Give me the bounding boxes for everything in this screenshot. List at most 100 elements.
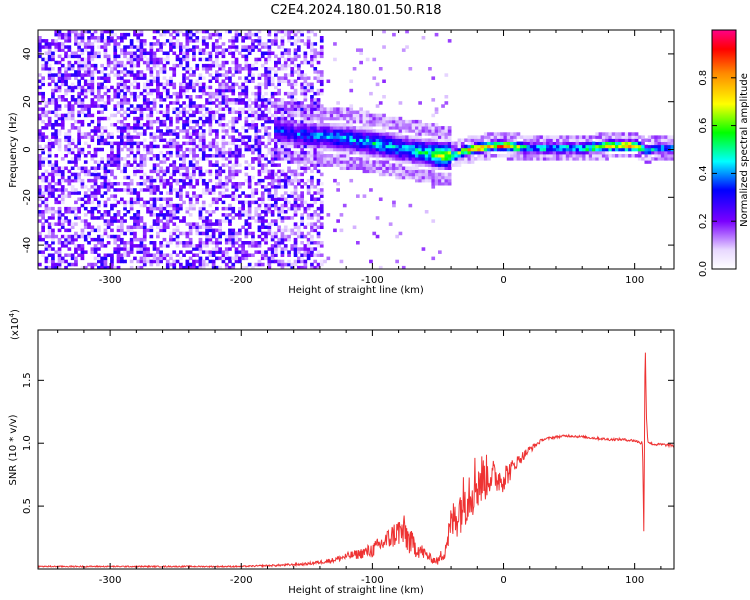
spectrogram-cell [156,259,160,264]
spectrogram-cell [313,123,318,127]
spectrogram-cell [116,259,121,264]
spectrogram-cell [205,98,209,102]
spectrogram-cell [605,141,609,146]
spectrogram-cell [162,213,167,217]
spectrogram-cell [201,57,206,62]
spectrogram-cell [162,85,167,90]
spectrogram-cell [116,225,121,230]
spectrogram-cell [126,253,131,258]
spectrogram-cell [47,57,52,62]
spectrogram-cell [480,147,485,152]
spectrogram-cell [356,116,360,121]
spectrogram-cell [238,154,242,158]
spectrogram-cell [254,157,259,161]
spectrogram-cell [188,213,193,217]
spectrogram-cell [231,210,236,214]
spectrogram-cell [93,150,98,155]
spectrogram-cell [264,250,268,254]
spectrogram-cell [165,210,170,214]
spectrogram-cell [506,154,511,158]
spectrogram-cell [251,265,255,269]
spectrogram-cell [201,157,206,161]
spectrogram-cell [172,36,177,40]
spectrogram-cell [159,60,163,65]
spectrogram-cell [293,30,298,34]
spectrogram-cell [300,104,304,108]
spectrogram-cell [313,225,318,230]
spectrogram-cell [54,154,59,158]
spectrogram-cell [438,157,442,161]
spectrogram-cell [257,91,262,96]
spectrogram-cell [510,141,514,146]
spectrogram-cell [438,144,442,149]
spectrogram-cell [77,95,81,99]
spectrogram-cell [260,63,265,68]
spectrogram-cell [38,107,42,111]
spectrogram-cell [228,147,232,152]
spectrogram-cell [342,110,347,115]
spectrogram-cell [142,262,147,267]
spectrogram-cell [356,241,360,245]
spectrogram-cell [339,147,344,152]
spectrogram-cell [264,51,268,56]
spectrogram-cell [444,182,449,186]
spectrogram-cell [300,132,304,136]
spectrogram-cell [103,30,108,34]
spectrogram-cell [313,113,318,118]
spectrogram-cell [113,241,118,245]
spectrogram-cell [201,132,206,136]
spectrogram-cell [251,231,255,236]
spectrogram-cell [64,79,68,84]
spectrogram-cell [424,178,429,183]
spectrogram-cell [375,154,380,158]
spectrogram-cell [156,63,160,68]
spectrogram-cell [306,36,311,40]
spectrogram-cell [238,135,242,139]
spectrogram-cell [169,39,173,43]
spectrogram-cell [319,135,324,139]
spectrogram-cell [38,219,42,223]
spectrogram-cell [192,247,196,251]
spectrogram-cell [165,182,170,186]
spectrogram-cell [57,222,62,226]
spectrogram-cell [329,116,334,121]
spectrogram-cell [241,244,245,248]
spectrogram-cell [179,91,183,96]
spectrogram-cell [234,98,239,102]
spectrogram-cell [497,147,501,152]
spectrogram-cell [159,104,163,108]
spectrogram-cell [333,110,337,115]
spectrogram-cell [310,144,314,149]
spectrogram-cell [356,194,360,198]
spectrogram-cell [80,247,85,251]
spectrogram-cell [283,138,288,143]
spectrogram-cell [310,119,314,124]
spectrogram-cell [188,166,193,171]
spectrogram-cell [300,191,304,195]
spectrogram-cell [378,119,383,124]
spectrogram-cell [60,98,65,102]
spectrogram-cell [149,259,154,264]
spectrogram-cell [136,116,141,121]
spectrogram-cell [133,219,137,223]
spectrogram-cell [149,91,154,96]
spectrogram-cell [408,157,413,161]
spectrogram-cell [244,200,249,205]
spectrogram-cell [152,144,157,149]
spectrogram-cell [38,231,42,236]
spectrogram-cell [44,157,49,161]
spectrogram-cell [578,157,583,161]
spectrogram-cell [415,150,419,155]
spectrogram-cell [97,110,101,115]
spectrogram-cell [231,91,236,96]
spectrogram-cell [162,237,167,242]
spectrogram-cell [195,265,200,269]
spectrogram-cell [67,63,72,68]
spectrogram-cell [359,138,363,143]
spectrogram-cell [57,166,62,171]
spectrogram-cell [64,259,68,264]
spectrogram-cell [188,82,193,87]
spectrogram-cell [67,141,72,146]
spectrogram-cell [208,119,213,124]
spectrogram-cell [149,135,154,139]
